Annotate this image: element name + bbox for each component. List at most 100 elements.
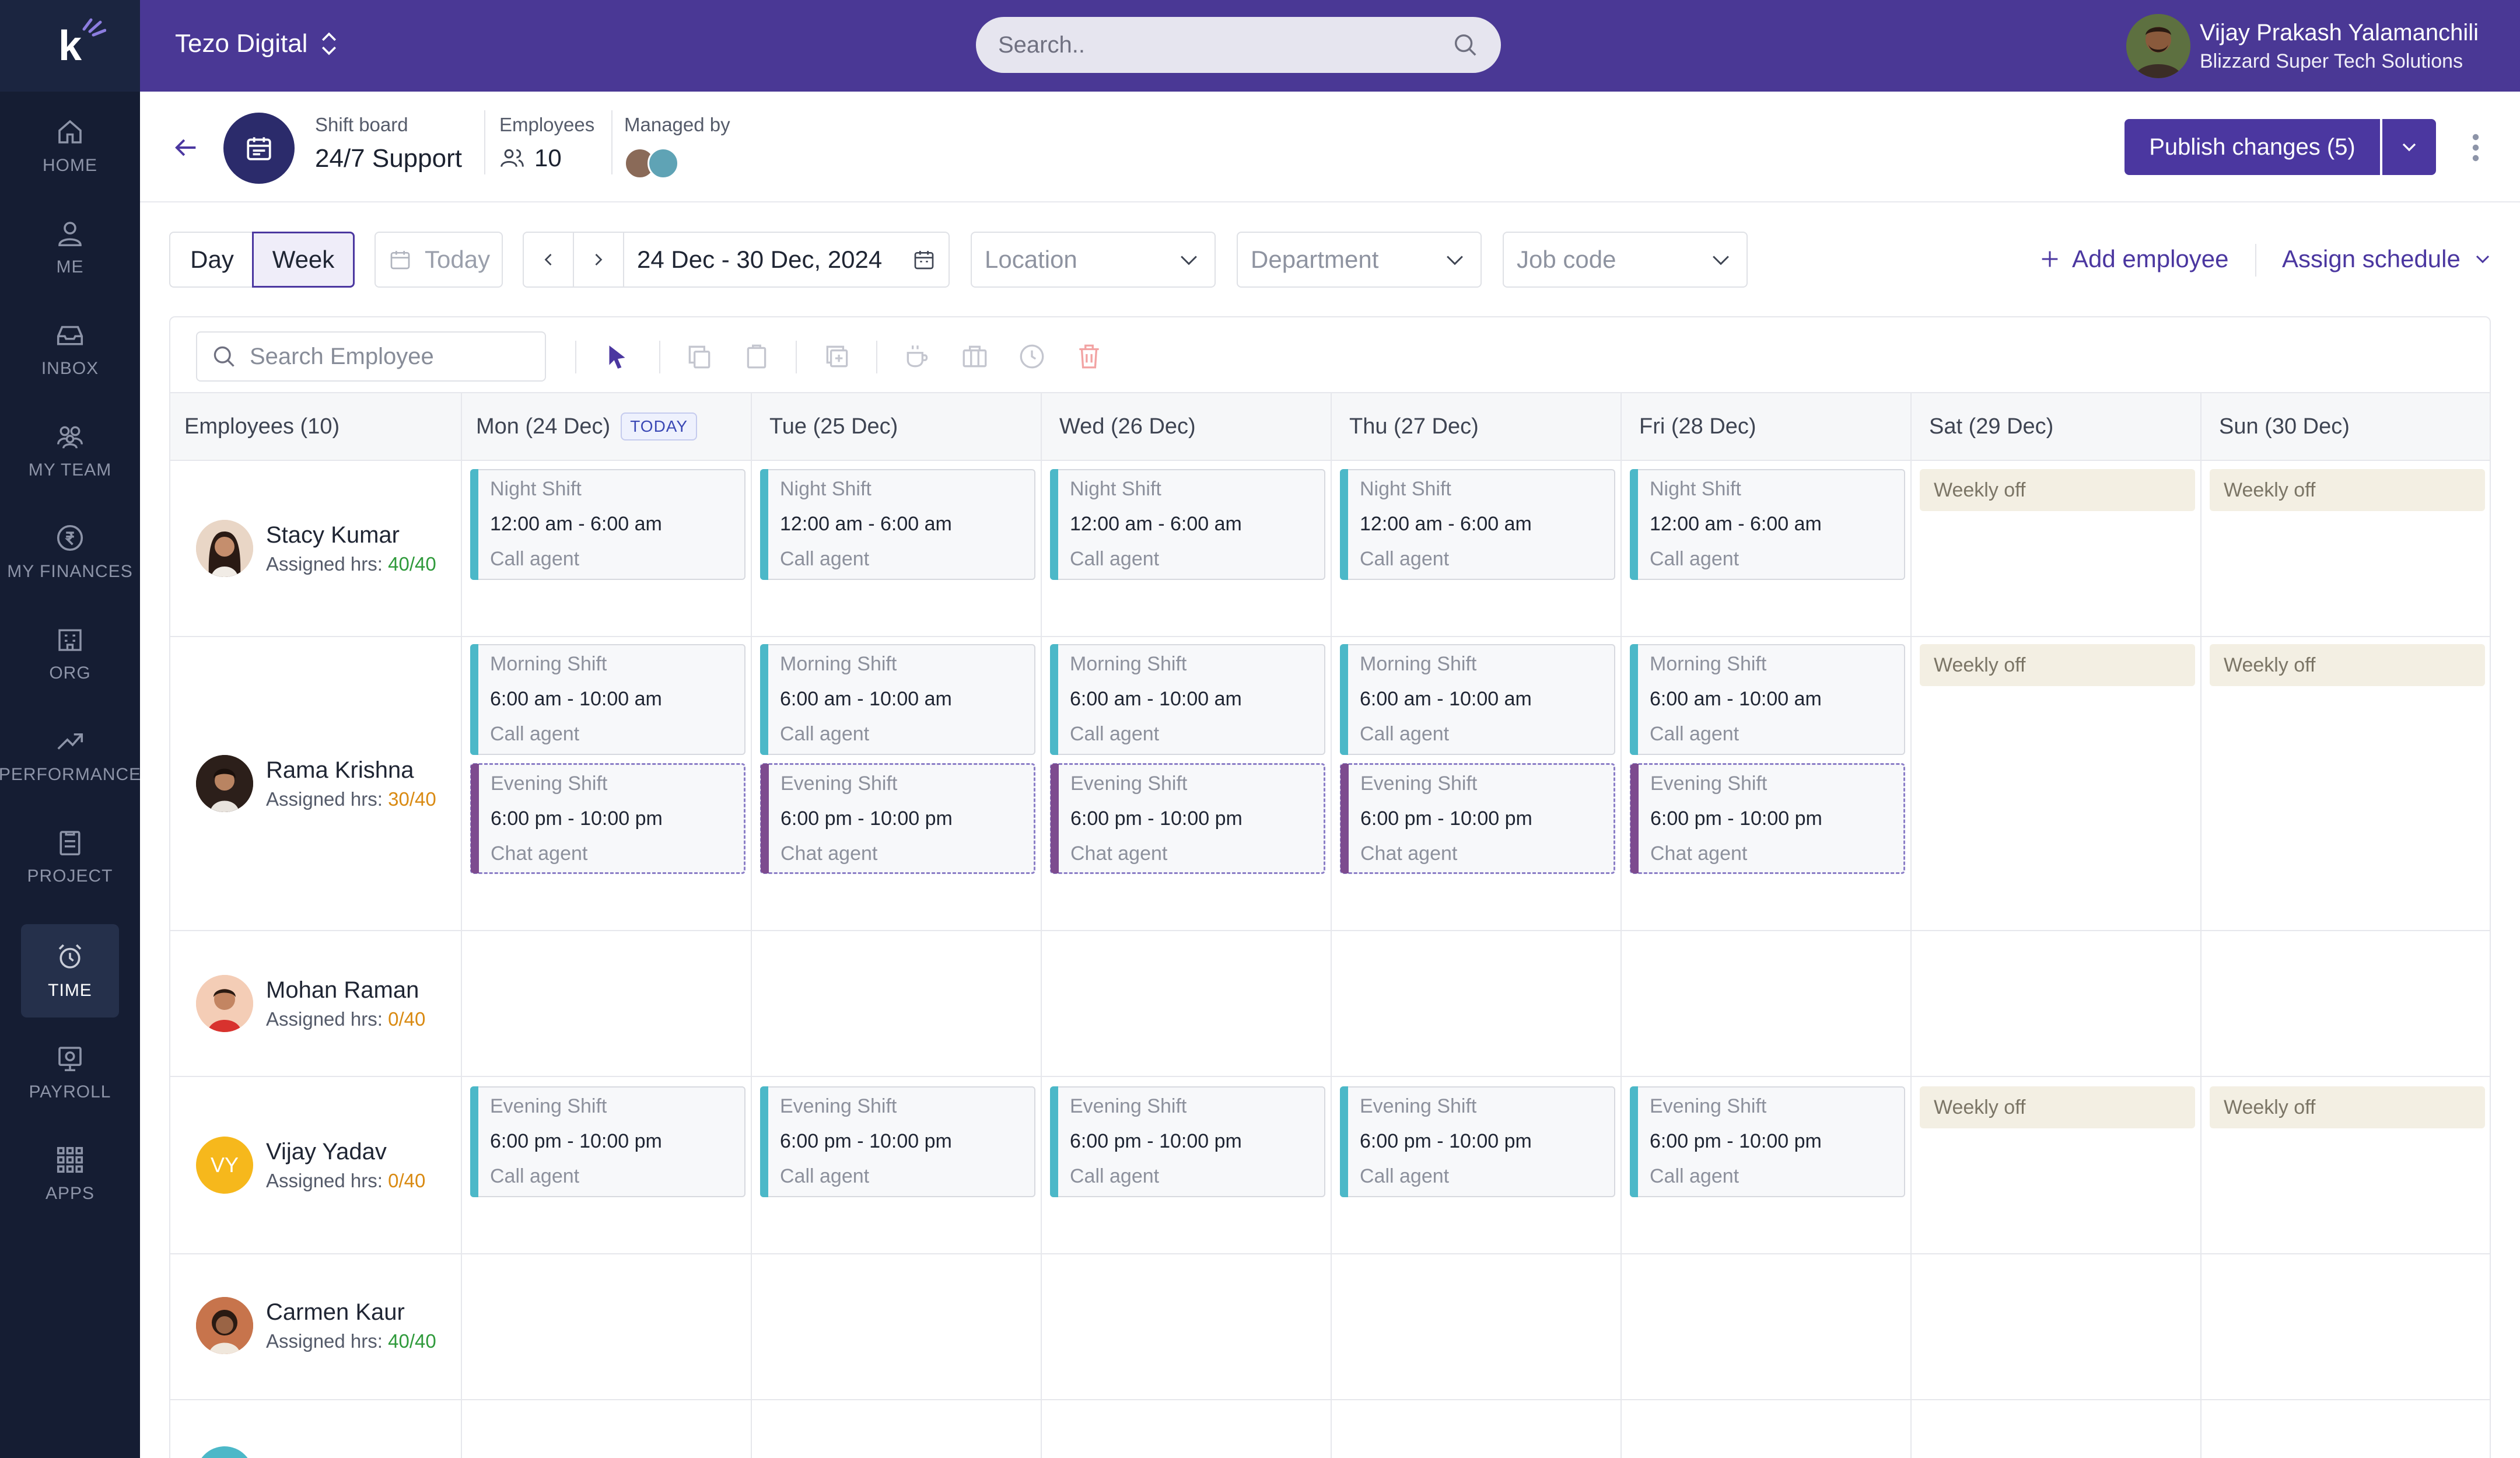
org-switcher[interactable]: Tezo Digital (175, 29, 340, 58)
grid-line (1331, 393, 1332, 1458)
briefcase-icon[interactable] (960, 342, 989, 371)
shift-card[interactable]: Evening Shift 6:00 pm - 10:00 pm Call agen… (1050, 1086, 1325, 1197)
trash-icon[interactable] (1074, 342, 1104, 371)
shift-card-unpublished[interactable]: Evening Shift 6:00 pm - 10:00 pm Chat agen… (1630, 763, 1905, 874)
shift-card[interactable]: Night Shift 12:00 am - 6:00 am Call agent (760, 469, 1035, 580)
break-cup-icon[interactable] (903, 342, 932, 371)
nav-apps[interactable]: APPS (21, 1127, 119, 1221)
employee-name: Stacy Kumar (266, 522, 400, 548)
today-badge: TODAY (621, 412, 698, 440)
grid-line (1620, 393, 1622, 1458)
assigned-hours: Assigned hrs: 40/40 (266, 553, 436, 575)
employees-count: 10 (534, 144, 562, 172)
copy-icon[interactable] (685, 342, 714, 371)
weekly-off-badge[interactable]: Weekly off (2210, 469, 2485, 511)
shift-card-unpublished[interactable]: Evening Shift 6:00 pm - 10:00 pm Chat agen… (760, 763, 1035, 874)
app-logo[interactable]: k (0, 0, 140, 92)
shift-card-unpublished[interactable]: Evening Shift 6:00 pm - 10:00 pm Chat agen… (470, 763, 746, 874)
avatar (196, 755, 253, 812)
user-profile[interactable]: Vijay Prakash Yalamanchili Blizzard Supe… (2126, 14, 2479, 78)
back-arrow-icon[interactable] (170, 132, 201, 163)
employees-info: Employees 10 (499, 114, 594, 172)
today-button[interactable]: Today (374, 232, 503, 288)
today-label: Today (425, 246, 491, 273)
nav-org[interactable]: ORG (21, 607, 119, 700)
add-employee-button[interactable]: Add employee (2038, 245, 2229, 273)
more-options-icon[interactable] (2470, 131, 2482, 164)
global-search-input[interactable]: Search.. (976, 17, 1501, 73)
shift-card[interactable]: Morning Shift 6:00 am - 10:00 am Call agen… (1340, 644, 1615, 755)
shift-card[interactable]: Morning Shift 6:00 am - 10:00 am Call agen… (1050, 644, 1325, 755)
employee-row-stacy-kumar[interactable]: Stacy Kumar Assigned hrs: 40/40 (196, 519, 436, 578)
assign-schedule-button[interactable]: Assign schedule (2282, 245, 2494, 273)
next-week-button[interactable] (574, 233, 624, 286)
add-employee-label: Add employee (2072, 245, 2229, 272)
employee-row-mohan-raman[interactable]: Mohan Raman Assigned hrs: 0/40 (196, 974, 425, 1033)
shift-card-unpublished[interactable]: Evening Shift 6:00 pm - 10:00 pm Chat agen… (1340, 763, 1615, 874)
board-label: Shift board (315, 114, 408, 135)
shift-card[interactable]: Night Shift 12:00 am - 6:00 am Call agent (470, 469, 746, 580)
clock-icon[interactable] (1017, 342, 1046, 371)
employee-row-carmen-kaur[interactable]: Carmen Kaur Assigned hrs: 40/40 (196, 1296, 436, 1355)
weekly-off-badge[interactable]: Weekly off (2210, 1086, 2485, 1128)
date-range-picker[interactable]: 24 Dec - 30 Dec, 2024 (523, 232, 950, 288)
weekly-off-badge[interactable]: Weekly off (1920, 644, 2195, 686)
grid-line (170, 1253, 2490, 1254)
nav-home[interactable]: HOME (21, 99, 119, 193)
department-dropdown[interactable]: Department (1237, 232, 1482, 288)
day-view-button[interactable]: Day (169, 232, 254, 288)
nav-my-finances[interactable]: MY FINANCES (7, 505, 132, 599)
grid-line (1910, 393, 1912, 1458)
weekly-off-badge[interactable]: Weekly off (1920, 469, 2195, 511)
employee-name: Mohan Raman (266, 977, 419, 1003)
shift-card[interactable]: Morning Shift 6:00 am - 10:00 am Call agen… (760, 644, 1035, 755)
shift-card[interactable]: Evening Shift 6:00 pm - 10:00 pm Call agen… (1340, 1086, 1615, 1197)
employee-row-rama-krishna[interactable]: Rama Krishna Assigned hrs: 30/40 (196, 754, 436, 813)
shift-card-unpublished[interactable]: Evening Shift 6:00 pm - 10:00 pm Chat agen… (1050, 763, 1325, 874)
search-icon[interactable] (1452, 32, 1479, 58)
shift-card[interactable]: Evening Shift 6:00 pm - 10:00 pm Call agen… (1630, 1086, 1905, 1197)
nav-payroll[interactable]: PAYROLL (21, 1026, 119, 1119)
home-icon (58, 120, 82, 144)
nav-inbox[interactable]: INBOX (21, 302, 119, 396)
grid-line (170, 636, 2490, 637)
weekly-off-badge[interactable]: Weekly off (1920, 1086, 2195, 1128)
shift-card[interactable]: Morning Shift 6:00 am - 10:00 am Call agen… (470, 644, 746, 755)
nav-my-team[interactable]: MY TEAM (21, 404, 119, 497)
manager-avatars[interactable] (624, 148, 730, 179)
grid-line (170, 1399, 2490, 1400)
paste-icon[interactable] (742, 342, 771, 371)
nav-label: PROJECT (27, 866, 113, 886)
select-cursor-icon[interactable] (602, 342, 631, 371)
nav-me[interactable]: ME (21, 201, 119, 294)
nav-label: MY TEAM (28, 460, 112, 480)
calendar-icon (914, 251, 934, 270)
search-placeholder: Search.. (998, 32, 1085, 58)
employees-label: Employees (499, 114, 595, 135)
prev-week-button[interactable] (524, 233, 574, 286)
search-icon (214, 346, 235, 367)
shift-card[interactable]: Night Shift 12:00 am - 6:00 am Call agent (1630, 469, 1905, 580)
nav-time[interactable]: TIME (21, 924, 119, 1018)
avatar (196, 520, 253, 577)
employee-row-vijay-yadav[interactable]: VY Vijay Yadav Assigned hrs: 0/40 (196, 1136, 425, 1194)
shift-card[interactable]: Evening Shift 6:00 pm - 10:00 pm Call agen… (470, 1086, 746, 1197)
location-dropdown[interactable]: Location (971, 232, 1216, 288)
grid-toolbar: Search Employee (170, 317, 2490, 393)
rupee-icon (57, 525, 83, 551)
publish-options-button[interactable] (2382, 119, 2436, 175)
shift-card[interactable]: Night Shift 12:00 am - 6:00 am Call agent (1340, 469, 1615, 580)
nav-performance[interactable]: PERFORMANCE (0, 708, 141, 802)
job-code-dropdown[interactable]: Job code (1503, 232, 1748, 288)
shift-card[interactable]: Evening Shift 6:00 pm - 10:00 pm Call agen… (760, 1086, 1035, 1197)
week-view-button[interactable]: Week (252, 232, 355, 288)
shift-card[interactable]: Morning Shift 6:00 am - 10:00 am Call agen… (1630, 644, 1905, 755)
user-company: Blizzard Super Tech Solutions (2200, 50, 2463, 72)
add-shift-icon[interactable] (822, 342, 852, 371)
sidebar: k HOME ME INBOX MY TEAM MY FINANCES ORG … (0, 0, 141, 1458)
shift-card[interactable]: Night Shift 12:00 am - 6:00 am Call agent (1050, 469, 1325, 580)
publish-changes-button[interactable]: Publish changes (5) (2124, 119, 2380, 175)
employee-search-input[interactable]: Search Employee (196, 331, 546, 382)
weekly-off-badge[interactable]: Weekly off (2210, 644, 2485, 686)
nav-project[interactable]: PROJECT (21, 810, 119, 903)
